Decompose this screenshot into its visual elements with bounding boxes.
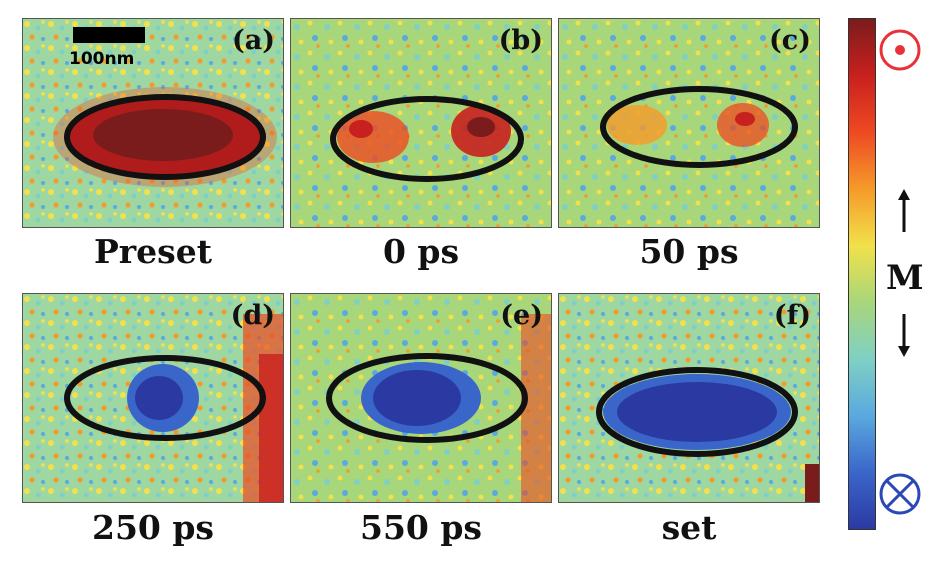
panel-b: (b) (290, 18, 552, 228)
caption-d: 250 ps (91, 508, 215, 547)
panel-e-image (291, 294, 551, 502)
into-plane-cross-icon (879, 473, 921, 515)
panel-c: (c) (558, 18, 820, 228)
caption-f: set (661, 508, 717, 547)
magnetization-label: M (886, 258, 924, 298)
panel-c-image (559, 19, 819, 227)
out-of-plane-dot-icon (879, 29, 921, 71)
panel-f-image (559, 294, 819, 502)
panel-a: 100nm (a) (22, 18, 284, 228)
caption-c: 50 ps (639, 232, 739, 271)
panel-label-c: (c) (769, 25, 811, 56)
panel-e: (e) (290, 293, 552, 503)
panel-label-d: (d) (230, 300, 275, 331)
caption-b: 0 ps (382, 232, 460, 271)
panel-label-a: (a) (231, 25, 275, 56)
scale-bar-label: 100nm (69, 49, 135, 69)
panel-a-image (23, 19, 283, 227)
panel-f: (f) (558, 293, 820, 503)
panel-d: (d) (22, 293, 284, 503)
arrow-up-icon (898, 189, 910, 232)
scale-bar (73, 27, 145, 43)
panel-d-image (23, 294, 283, 502)
panel-b-image (291, 19, 551, 227)
panel-label-b: (b) (498, 25, 543, 56)
arrow-down-icon (898, 314, 910, 357)
caption-a: Preset (93, 232, 212, 271)
panel-label-e: (e) (500, 300, 543, 331)
caption-e: 550 ps (359, 508, 483, 547)
panel-label-f: (f) (773, 300, 811, 331)
magnetization-colorbar (848, 18, 876, 530)
